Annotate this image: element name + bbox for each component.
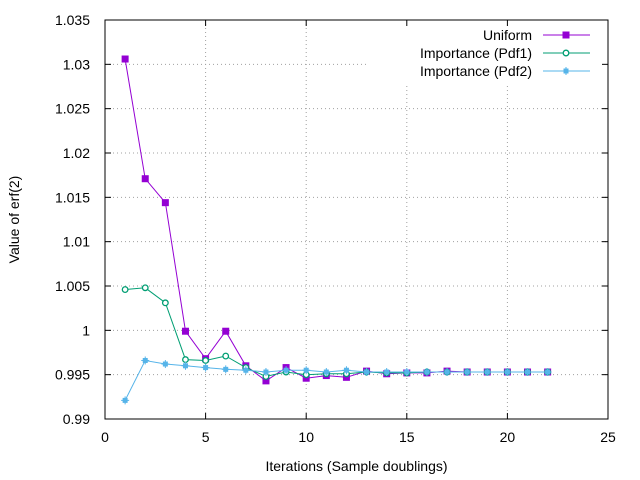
data-point — [161, 199, 169, 207]
x-tick-label: 15 — [399, 429, 415, 445]
data-point — [523, 368, 532, 377]
data-point — [342, 366, 351, 375]
legend-marker — [562, 49, 570, 57]
data-point — [121, 286, 129, 293]
data-point — [543, 368, 552, 377]
series-layer — [121, 55, 552, 405]
tick-labels: 0 5 10 15 20 25 0.99 0.995 1 1.005 1.01 1.015 1.02 1.… — [55, 12, 616, 445]
data-point — [282, 366, 291, 375]
data-point — [181, 361, 190, 370]
data-point — [261, 368, 270, 377]
data-point — [182, 356, 189, 364]
y-tick-label: 0.99 — [63, 411, 90, 427]
data-point — [181, 327, 189, 335]
x-tick-label: 20 — [500, 429, 516, 445]
data-point — [302, 366, 311, 375]
data-point — [121, 55, 129, 63]
data-point — [302, 374, 310, 382]
data-point — [422, 368, 431, 377]
data-point — [503, 368, 512, 377]
data-point — [443, 368, 452, 377]
y-tick-label: 1.02 — [63, 145, 90, 161]
series-line — [124, 359, 548, 401]
data-point — [382, 368, 391, 377]
x-tick-label: 25 — [600, 429, 616, 445]
legend-label: Importance (Pdf2) — [420, 63, 532, 79]
data-point — [161, 299, 169, 307]
legend-marker — [562, 31, 570, 39]
data-point — [322, 368, 331, 377]
y-axis-label: Value of erf(2) — [6, 176, 22, 264]
x-axis-label: Iterations (Sample doublings) — [265, 458, 447, 474]
data-point — [262, 377, 270, 385]
data-point — [342, 373, 350, 381]
data-point — [463, 368, 472, 377]
data-point — [221, 365, 230, 374]
plot-frame — [104, 19, 609, 420]
y-tick-label: 1.025 — [55, 101, 90, 117]
data-point — [121, 396, 130, 405]
data-point — [402, 368, 411, 377]
data-point — [241, 366, 250, 375]
x-tick-label: 10 — [298, 429, 314, 445]
data-point — [141, 356, 150, 365]
data-point — [202, 357, 210, 364]
grid-lines — [105, 20, 608, 419]
y-tick-label: 1.035 — [55, 12, 90, 28]
data-point — [222, 352, 230, 360]
y-tick-label: 1.03 — [63, 56, 90, 72]
x-tick-label: 0 — [101, 429, 109, 445]
data-point — [161, 360, 170, 369]
data-point — [362, 368, 371, 377]
data-point — [483, 368, 492, 377]
legend-label: Importance (Pdf1) — [420, 45, 532, 61]
data-point — [201, 363, 210, 372]
y-tick-label: 0.995 — [55, 367, 90, 383]
y-tick-label: 1.015 — [55, 189, 90, 205]
series-3 — [121, 356, 552, 405]
legend: Uniform Importance (Pdf1) Importance (Pdf2… — [420, 27, 590, 79]
y-tick-label: 1.01 — [63, 234, 90, 250]
legend-label: Uniform — [483, 27, 532, 43]
y-tick-label: 1 — [82, 322, 90, 338]
x-tick-label: 5 — [202, 429, 210, 445]
y-tick-label: 1.005 — [55, 278, 90, 294]
data-point — [141, 175, 149, 183]
data-point — [141, 284, 149, 292]
legend-marker — [562, 67, 570, 75]
data-point — [222, 327, 230, 335]
